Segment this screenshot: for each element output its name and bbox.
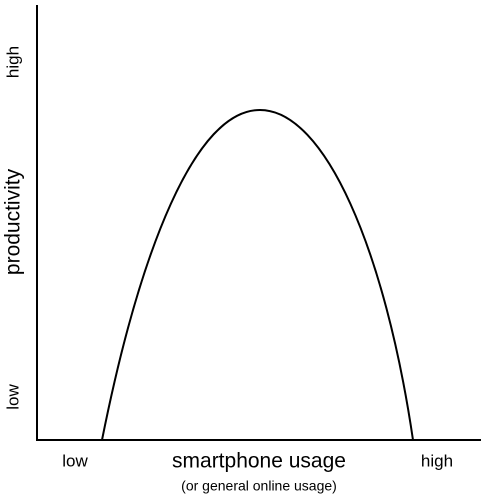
y-axis-label: productivity xyxy=(2,168,25,275)
x-axis-sublabel: (or general online usage) xyxy=(181,478,337,494)
curve xyxy=(101,108,414,441)
x-axis-label: smartphone usage xyxy=(172,450,346,473)
y-high-label: high xyxy=(3,46,22,78)
y-low-label: low xyxy=(3,384,22,410)
x-low-label: low xyxy=(62,451,88,470)
x-high-label: high xyxy=(421,451,453,470)
